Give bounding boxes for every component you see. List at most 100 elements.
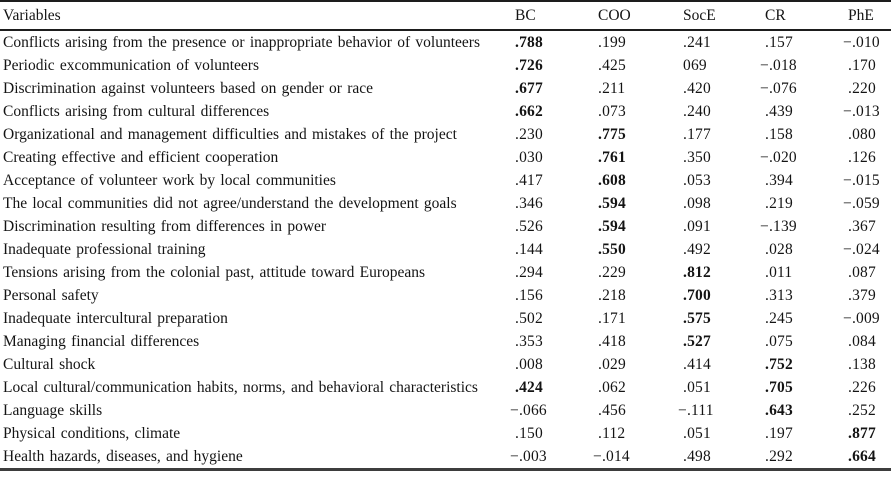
table-row: Discrimination against volunteers based … bbox=[0, 77, 891, 100]
loading-value: −.013 bbox=[843, 103, 880, 120]
table-row: The local communities did not agree/unde… bbox=[0, 192, 891, 215]
table-row: Periodic excommunication of volunteers .7… bbox=[0, 54, 891, 77]
variable-label: Cultural shock bbox=[3, 356, 96, 373]
loading-value: .594 bbox=[598, 195, 626, 212]
loading-value: .245 bbox=[765, 310, 793, 327]
column-header-cr: CR bbox=[765, 1, 848, 31]
loading-value: .677 bbox=[515, 80, 543, 97]
loading-value: .664 bbox=[848, 448, 876, 465]
column-header-soce: SocE bbox=[683, 1, 765, 31]
loading-value: .199 bbox=[598, 34, 626, 51]
loading-value: .417 bbox=[515, 172, 543, 189]
loading-value: .726 bbox=[515, 57, 543, 74]
loading-value: .527 bbox=[683, 333, 711, 350]
loading-value: −.014 bbox=[593, 448, 630, 465]
loading-value: .051 bbox=[683, 425, 711, 442]
loading-value: .379 bbox=[848, 287, 876, 304]
column-header-bc: BC bbox=[515, 1, 598, 31]
table-row: Organizational and management difficulti… bbox=[0, 123, 891, 146]
loading-value: −.059 bbox=[843, 195, 880, 212]
loading-value: .091 bbox=[683, 218, 711, 235]
variable-label: Organizational and management difficulti… bbox=[3, 126, 457, 143]
loading-value: .575 bbox=[683, 310, 711, 327]
loading-value: .029 bbox=[598, 356, 626, 373]
loading-value: .197 bbox=[765, 425, 793, 442]
loading-value: .353 bbox=[515, 333, 543, 350]
loading-value: .608 bbox=[598, 172, 626, 189]
loading-value: .594 bbox=[598, 218, 626, 235]
loading-value: −.020 bbox=[760, 149, 797, 166]
loading-value: −.010 bbox=[843, 34, 880, 51]
loading-value: .028 bbox=[765, 241, 793, 258]
table-row: Language skills −.066 .456 −.111 .643 .252 bbox=[0, 399, 891, 422]
loading-value: .294 bbox=[515, 264, 543, 281]
loading-value: .218 bbox=[598, 287, 626, 304]
loading-value: .550 bbox=[598, 241, 626, 258]
column-header-variables: Variables bbox=[0, 1, 515, 31]
loading-value: .752 bbox=[765, 356, 793, 373]
loading-value: .073 bbox=[598, 103, 626, 120]
loading-value: .226 bbox=[848, 379, 876, 396]
table-row: Acceptance of volunteer work by local co… bbox=[0, 169, 891, 192]
table-row: Conflicts arising from cultural differen… bbox=[0, 100, 891, 123]
loading-value: .292 bbox=[765, 448, 793, 465]
loading-value: .087 bbox=[848, 264, 876, 281]
loading-value: .877 bbox=[848, 425, 876, 442]
variable-label: Discrimination resulting from difference… bbox=[3, 218, 327, 235]
variable-label: Creating effective and efficient coopera… bbox=[3, 149, 279, 166]
loading-value: .229 bbox=[598, 264, 626, 281]
loading-value: 069 bbox=[683, 57, 707, 74]
loading-value: .761 bbox=[598, 149, 626, 166]
loading-value: .526 bbox=[515, 218, 543, 235]
variable-label: Health hazards, diseases, and hygiene bbox=[3, 448, 243, 465]
loading-value: .425 bbox=[598, 57, 626, 74]
loading-value: .313 bbox=[765, 287, 793, 304]
loading-value: .643 bbox=[765, 402, 793, 419]
loading-value: .241 bbox=[683, 34, 711, 51]
loading-value: .062 bbox=[598, 379, 626, 396]
loading-value: .170 bbox=[848, 57, 876, 74]
loading-value: −.024 bbox=[843, 241, 880, 258]
variable-label: Managing financial differences bbox=[3, 333, 200, 350]
loading-value: .350 bbox=[683, 149, 711, 166]
loading-value: .011 bbox=[765, 264, 793, 281]
loading-value: .171 bbox=[598, 310, 626, 327]
loading-value: .157 bbox=[765, 34, 793, 51]
loading-value: .812 bbox=[683, 264, 711, 281]
loading-value: −.003 bbox=[510, 448, 547, 465]
loading-value: .051 bbox=[683, 379, 711, 396]
loading-value: .394 bbox=[765, 172, 793, 189]
loading-value: .220 bbox=[848, 80, 876, 97]
header-row: Variables BC COO SocE CR PhE bbox=[0, 1, 891, 31]
loading-value: .662 bbox=[515, 103, 543, 120]
variable-label: Inadequate professional training bbox=[3, 241, 206, 258]
loading-value: .112 bbox=[598, 425, 626, 442]
variable-label: Inadequate intercultural preparation bbox=[3, 310, 228, 327]
variable-label: Acceptance of volunteer work by local co… bbox=[3, 172, 336, 189]
loading-value: −.139 bbox=[760, 218, 797, 235]
loading-value: .230 bbox=[515, 126, 543, 143]
loading-value: .080 bbox=[848, 126, 876, 143]
loading-value: .008 bbox=[515, 356, 543, 373]
loading-value: .053 bbox=[683, 172, 711, 189]
loading-value: .150 bbox=[515, 425, 543, 442]
loading-value: −.076 bbox=[760, 80, 797, 97]
loading-value: .158 bbox=[765, 126, 793, 143]
variable-label: The local communities did not agree/unde… bbox=[3, 195, 457, 212]
variable-label: Periodic excommunication of volunteers bbox=[3, 57, 259, 74]
loading-value: .420 bbox=[683, 80, 711, 97]
table-row: Conflicts arising from the presence or i… bbox=[0, 30, 891, 54]
table-row: Cultural shock .008 .029 .414 .752 .138 bbox=[0, 353, 891, 376]
loading-value: .700 bbox=[683, 287, 711, 304]
loading-value: .219 bbox=[765, 195, 793, 212]
variable-label: Tensions arising from the colonial past,… bbox=[3, 264, 426, 281]
loading-value: −.018 bbox=[760, 57, 797, 74]
loading-value: −.009 bbox=[843, 310, 880, 327]
table-row: Physical conditions, climate .150 .112 .051… bbox=[0, 422, 891, 445]
variable-label: Conflicts arising from cultural differen… bbox=[3, 103, 270, 120]
loading-value: .126 bbox=[848, 149, 876, 166]
loading-value: .705 bbox=[765, 379, 793, 396]
loading-value: .502 bbox=[515, 310, 543, 327]
